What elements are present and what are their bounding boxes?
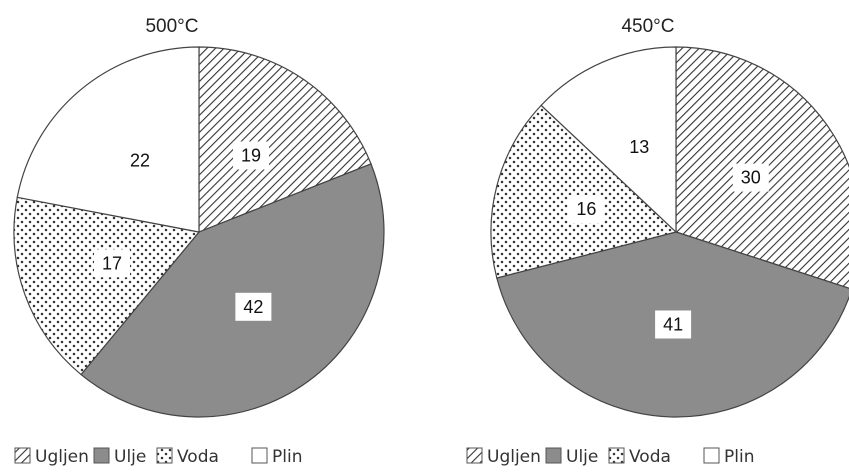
slice-value-label-ulje: 42 (243, 297, 263, 317)
pie-chart-450c: 450°C 30 41 16 13 Ugljen Ulje Voda Plin (466, 16, 849, 467)
slice-label-box (94, 249, 130, 278)
legend-swatch-plin (251, 447, 268, 464)
slice-value-label-ugljen: 19 (241, 146, 261, 166)
legend-label-voda: Voda (629, 447, 671, 467)
pie-slice-ulje (80, 163, 385, 418)
pie-slice-voda (13, 196, 201, 376)
legend-label-plin: Plin (724, 447, 754, 467)
legend-swatch-plin (703, 447, 720, 464)
legend-swatch-voda (608, 447, 625, 464)
legend-label-plin: Plin (272, 447, 302, 467)
slice-value-label-plin: 13 (629, 137, 649, 157)
legend-swatch-ulje (545, 447, 562, 464)
slice-label-box (235, 292, 272, 321)
pie-slice-ugljen (198, 46, 372, 233)
chart-legend: Ugljen Ulje Voda Plin (14, 447, 302, 467)
slice-label-box (233, 141, 269, 170)
pie-slice-plin (540, 46, 677, 234)
slice-label-box (568, 195, 605, 223)
legend-swatch-ugljen (14, 447, 31, 464)
chart-title: 450°C (621, 16, 674, 37)
legend-label-ulje: Ulje (114, 447, 146, 467)
pie-slice-voda (490, 104, 678, 279)
slice-value-label-ugljen: 30 (741, 168, 761, 188)
pie-slice-plin (16, 46, 200, 233)
legend-swatch-voda (156, 447, 173, 464)
chart-legend: Ugljen Ulje Voda Plin (466, 447, 754, 467)
chart-title: 500°C (145, 16, 198, 37)
legend-label-ugljen: Ugljen (487, 447, 541, 467)
legend-label-ulje: Ulje (566, 447, 598, 467)
slice-label-box (655, 310, 692, 339)
slice-value-label-voda: 16 (576, 199, 596, 219)
pie-chart-500c: 500°C 19 42 17 22 Ugljen Ulje Voda Plin (13, 16, 385, 467)
slice-value-label-voda: 17 (102, 253, 122, 273)
legend-swatch-ulje (93, 447, 110, 464)
slice-label-box (732, 163, 769, 192)
slice-value-label-ulje: 41 (663, 315, 683, 335)
legend-label-ugljen: Ugljen (35, 447, 89, 467)
legend-label-voda: Voda (177, 447, 219, 467)
legend-swatch-ugljen (466, 447, 483, 464)
slice-value-label-plin: 22 (130, 151, 150, 171)
